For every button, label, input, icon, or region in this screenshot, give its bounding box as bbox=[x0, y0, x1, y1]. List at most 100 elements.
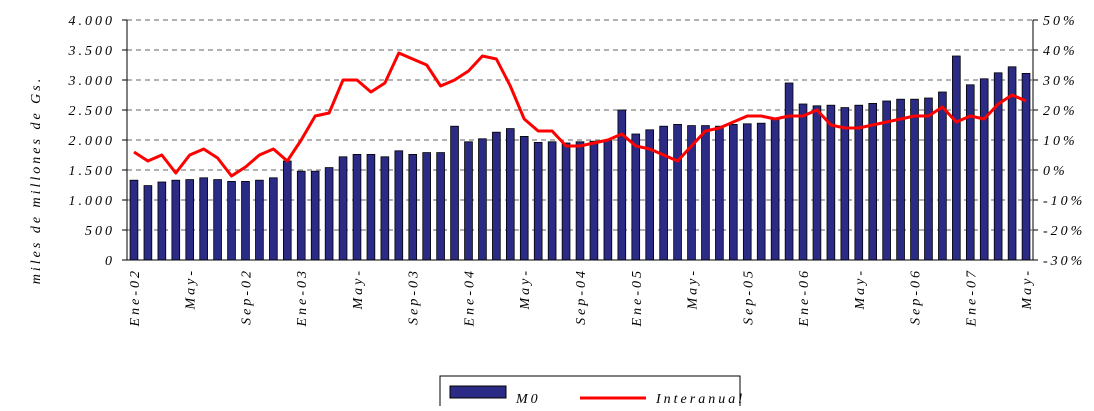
bar bbox=[798, 103, 808, 261]
bar bbox=[631, 133, 641, 261]
bar bbox=[701, 125, 710, 261]
legend-swatch bbox=[449, 385, 507, 399]
bar bbox=[185, 179, 195, 261]
bar bbox=[784, 82, 794, 261]
bar bbox=[380, 156, 390, 261]
bar bbox=[603, 140, 613, 261]
bar bbox=[965, 84, 975, 261]
bar bbox=[715, 125, 724, 261]
line bbox=[133, 51, 1027, 178]
bar bbox=[729, 124, 738, 261]
bar bbox=[282, 160, 292, 261]
x-tick-label: May- bbox=[518, 268, 533, 311]
bar bbox=[269, 177, 278, 261]
legend: M0 Interanual bbox=[439, 375, 745, 409]
bar bbox=[533, 141, 543, 261]
bar bbox=[143, 185, 153, 261]
y-tick-label: 4.000 bbox=[69, 14, 116, 29]
bar bbox=[324, 167, 334, 261]
x-tick-label: May- bbox=[351, 268, 366, 311]
bar bbox=[478, 138, 487, 261]
x-tick-label: Sep-04 bbox=[574, 268, 589, 325]
bar bbox=[436, 152, 445, 261]
y-tick-label: 2.500 bbox=[69, 104, 116, 119]
bar bbox=[659, 125, 668, 261]
bar bbox=[450, 125, 459, 261]
x-tick-label: Sep-06 bbox=[909, 268, 924, 325]
y-tick-label: 0 bbox=[105, 254, 115, 269]
y-tick-label: 2.000 bbox=[69, 134, 116, 149]
bar bbox=[408, 153, 418, 261]
bar bbox=[561, 142, 571, 261]
y-tick-label: 1.500 bbox=[69, 164, 116, 179]
bar bbox=[756, 122, 766, 261]
bar bbox=[617, 109, 627, 261]
bar bbox=[547, 141, 557, 261]
y-tick-label: 500 bbox=[85, 224, 115, 239]
y2-tick-label: -10% bbox=[1043, 194, 1085, 209]
bar bbox=[589, 140, 599, 261]
bar bbox=[422, 152, 431, 261]
bar bbox=[338, 156, 348, 261]
legend-label: M0 bbox=[515, 392, 541, 406]
x-tick-label: May- bbox=[184, 268, 199, 311]
x-tick-label: Ene-03 bbox=[295, 268, 310, 327]
y2-tick-label: 20% bbox=[1043, 104, 1078, 119]
bar bbox=[310, 170, 320, 261]
bar bbox=[129, 179, 139, 261]
bar bbox=[227, 180, 236, 261]
legend-label: Interanual bbox=[655, 392, 745, 406]
bar bbox=[492, 131, 501, 261]
y2-tick-label: -20% bbox=[1043, 224, 1085, 239]
bar bbox=[241, 180, 250, 261]
y2-tick-label: 0% bbox=[1043, 164, 1068, 179]
bar bbox=[840, 107, 850, 261]
y-axis-label: miles de millones de Gs. bbox=[29, 76, 44, 284]
bar bbox=[157, 181, 167, 261]
y-tick-label: 3.000 bbox=[68, 74, 116, 89]
x-tick-label: Sep-03 bbox=[407, 268, 422, 325]
x-tick-label: May- bbox=[853, 268, 868, 311]
bar bbox=[910, 98, 919, 261]
bar bbox=[506, 128, 515, 261]
bar bbox=[673, 124, 682, 261]
bar bbox=[575, 141, 585, 261]
bar bbox=[924, 97, 933, 261]
y2-tick-label: 50% bbox=[1043, 14, 1078, 29]
bar bbox=[882, 100, 891, 261]
bar bbox=[199, 177, 208, 261]
y2-tick-label: 10% bbox=[1043, 134, 1078, 149]
y-tick-label: 1.000 bbox=[69, 194, 116, 209]
x-tick-label: Sep-05 bbox=[741, 268, 756, 325]
bar bbox=[213, 179, 222, 261]
bar bbox=[938, 91, 947, 261]
bar bbox=[255, 179, 264, 261]
x-tick-label: May- bbox=[686, 268, 701, 311]
y2-tick-label: -30% bbox=[1043, 254, 1085, 269]
bar bbox=[770, 119, 780, 261]
bar bbox=[352, 153, 362, 261]
y2-tick-label: 40% bbox=[1043, 44, 1078, 59]
y-tick-label: 3.500 bbox=[68, 44, 116, 59]
bar bbox=[171, 179, 181, 261]
bar bbox=[896, 98, 905, 261]
bar bbox=[742, 123, 752, 261]
bar bbox=[826, 104, 836, 261]
bar bbox=[812, 105, 822, 261]
bar bbox=[519, 135, 529, 261]
bar bbox=[366, 153, 376, 261]
bar bbox=[952, 55, 961, 261]
x-tick-label: Ene-06 bbox=[797, 268, 812, 327]
x-tick-label: Ene-05 bbox=[630, 268, 645, 327]
x-tick-label: Ene-07 bbox=[964, 268, 979, 327]
bar bbox=[296, 170, 306, 261]
y2-tick-label: 30% bbox=[1042, 74, 1078, 89]
x-tick-label: Ene-02 bbox=[128, 268, 143, 327]
x-tick-label: May- bbox=[1020, 268, 1035, 311]
x-tick-label: Sep-02 bbox=[239, 268, 254, 325]
bar bbox=[979, 78, 989, 261]
bar bbox=[394, 150, 404, 261]
x-tick-label: Ene-04 bbox=[462, 268, 477, 327]
